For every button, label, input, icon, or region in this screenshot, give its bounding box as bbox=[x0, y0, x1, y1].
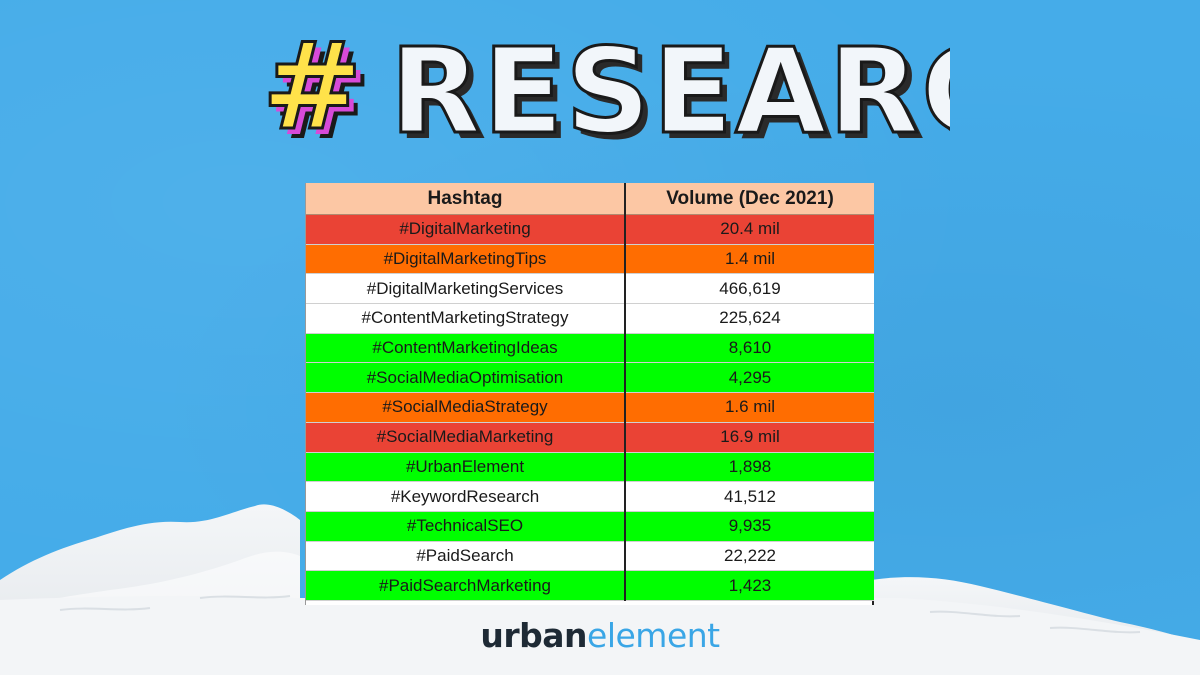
table-row: #SocialMediaStrategy 1.6 mil bbox=[306, 392, 874, 423]
svg-text:#: # bbox=[272, 28, 375, 164]
title-hash: # bbox=[262, 18, 365, 157]
hashtag-cell: #SocialMediaOptimisation bbox=[306, 362, 626, 394]
table-row: #SocialMediaMarketing 16.9 mil bbox=[306, 422, 874, 453]
hashtag-cell: #TechnicalSEO bbox=[306, 511, 626, 542]
logo-element: element bbox=[587, 616, 720, 655]
table-row: #PaidSearch 22,222 bbox=[306, 541, 874, 572]
hashtag-cell: #KeywordResearch bbox=[306, 481, 626, 512]
hashtag-cell: #DigitalMarketing bbox=[306, 214, 626, 245]
volume-cell: 22,222 bbox=[625, 541, 874, 572]
hashtag-cell: #PaidSearchMarketing bbox=[306, 570, 626, 601]
table-row: #UrbanElement 1,898 bbox=[306, 452, 874, 483]
volume-cell: 8,610 bbox=[625, 333, 874, 364]
svg-text:#: # bbox=[268, 24, 371, 163]
volume-cell: 4,295 bbox=[625, 362, 874, 394]
title-word-shadow: RESEARCH bbox=[396, 28, 950, 164]
data-table: Hashtag Volume (Dec 2021) #DigitalMarket… bbox=[306, 183, 874, 601]
table-row: #KeywordResearch 41,512 bbox=[306, 481, 874, 512]
hashtag-cell: #DigitalMarketingTips bbox=[306, 244, 626, 275]
table-bottom-edge bbox=[306, 600, 872, 605]
table-row: #SocialMediaOptimisation 4,295 bbox=[306, 362, 874, 394]
hashtag-cell: #ContentMarketingIdeas bbox=[306, 333, 626, 364]
header-hashtag: Hashtag bbox=[306, 183, 626, 215]
volume-cell: 1.6 mil bbox=[625, 392, 874, 423]
research-word-graphic: RESEARCH RESEARCH bbox=[389, 21, 951, 165]
volume-cell: 1.4 mil bbox=[625, 244, 874, 275]
volume-cell: 9,935 bbox=[625, 511, 874, 542]
volume-cell: 466,619 bbox=[625, 273, 874, 305]
volume-cell: 16.9 mil bbox=[625, 422, 874, 453]
hashtag-cell: #SocialMediaStrategy bbox=[306, 392, 626, 423]
table-row: #ContentMarketingStrategy 225,624 bbox=[306, 303, 874, 334]
logo-urban: urban bbox=[480, 616, 588, 655]
hashtag-cell: #SocialMediaMarketing bbox=[306, 422, 626, 453]
table-row: #DigitalMarketing 20.4 mil bbox=[306, 214, 874, 245]
title-heading: # # # RESEARCH RESEARCH bbox=[261, 17, 951, 165]
hashtag-volume-table: Hashtag Volume (Dec 2021) #DigitalMarket… bbox=[305, 183, 874, 605]
hashtag-cell: #UrbanElement bbox=[306, 452, 626, 483]
table-row: #PaidSearchMarketing 1,423 bbox=[306, 570, 874, 601]
table-row: #DigitalMarketingTips 1.4 mil bbox=[306, 244, 874, 275]
hash-symbol-graphic: # # # bbox=[261, 17, 375, 165]
volume-cell: 20.4 mil bbox=[625, 214, 874, 245]
table-row: #ContentMarketingIdeas 8,610 bbox=[306, 333, 874, 364]
hashtag-cell: #ContentMarketingStrategy bbox=[306, 303, 626, 334]
table-header-row: Hashtag Volume (Dec 2021) bbox=[306, 183, 874, 215]
volume-cell: 41,512 bbox=[625, 481, 874, 512]
header-volume: Volume (Dec 2021) bbox=[625, 183, 874, 215]
volume-cell: 1,898 bbox=[625, 452, 874, 483]
table-row: #TechnicalSEO 9,935 bbox=[306, 511, 874, 542]
table-row: #DigitalMarketingServices 466,619 bbox=[306, 273, 874, 305]
title-word: RESEARCH bbox=[390, 22, 950, 160]
hashtag-cell: #DigitalMarketingServices bbox=[306, 273, 626, 305]
volume-cell: 1,423 bbox=[625, 570, 874, 601]
urbanelement-logo: urbanelement bbox=[0, 616, 1200, 656]
volume-cell: 225,624 bbox=[625, 303, 874, 334]
hashtag-cell: #PaidSearch bbox=[306, 541, 626, 572]
table-body: #DigitalMarketing 20.4 mil #DigitalMarket… bbox=[306, 214, 874, 601]
